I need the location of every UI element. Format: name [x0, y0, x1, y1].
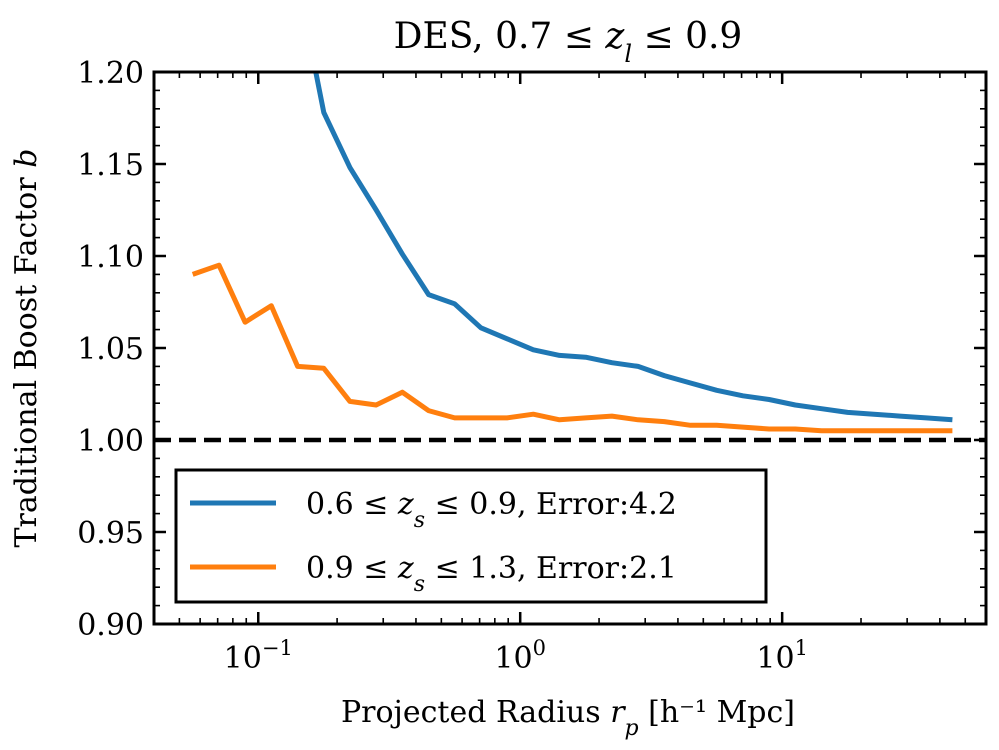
- plot-area: 0.90 0.95 1.00 1.05 1.10 1.15 1.20 10−1 100 101: [77, 56, 988, 676]
- y-tick-label: 1.05: [77, 332, 144, 367]
- y-tick-label: 1.15: [77, 148, 144, 183]
- legend-label-series-1: 0.6 ≤ zs ≤ 0.9, Error:4.2: [306, 487, 677, 533]
- legend-label-series-2: 0.9 ≤ zs ≤ 1.3, Error:2.1: [306, 551, 677, 597]
- y-tick-label: 0.95: [77, 516, 144, 551]
- y-tick-label: 1.00: [77, 424, 144, 459]
- series-layer: [191, 72, 953, 434]
- tick-layer: 0.90 0.95 1.00 1.05 1.10 1.15 1.20 10−1 100 101: [77, 56, 987, 676]
- series-line-2: [191, 262, 953, 434]
- y-tick-label: 0.90: [77, 608, 144, 643]
- x-axis-title: Projected Radius rp [h⁻¹ Mpc]: [341, 695, 795, 741]
- y-axis-title: Traditional Boost Factor b: [9, 149, 44, 548]
- x-tick-label: 10−1: [224, 636, 293, 676]
- series-line-1: [313, 72, 953, 423]
- x-tick-label: 100: [494, 636, 546, 676]
- y-tick-label: 1.10: [77, 240, 144, 275]
- y-tick-label: 1.20: [77, 56, 144, 91]
- legend-box: [174, 468, 768, 604]
- chart-title: DES, 0.7 ≤ zl ≤ 0.9: [394, 16, 743, 68]
- x-tick-label: 101: [756, 636, 808, 676]
- legend: 0.6 ≤ zs ≤ 0.9, Error:4.2 0.9 ≤ zs ≤ 1.3…: [174, 468, 768, 604]
